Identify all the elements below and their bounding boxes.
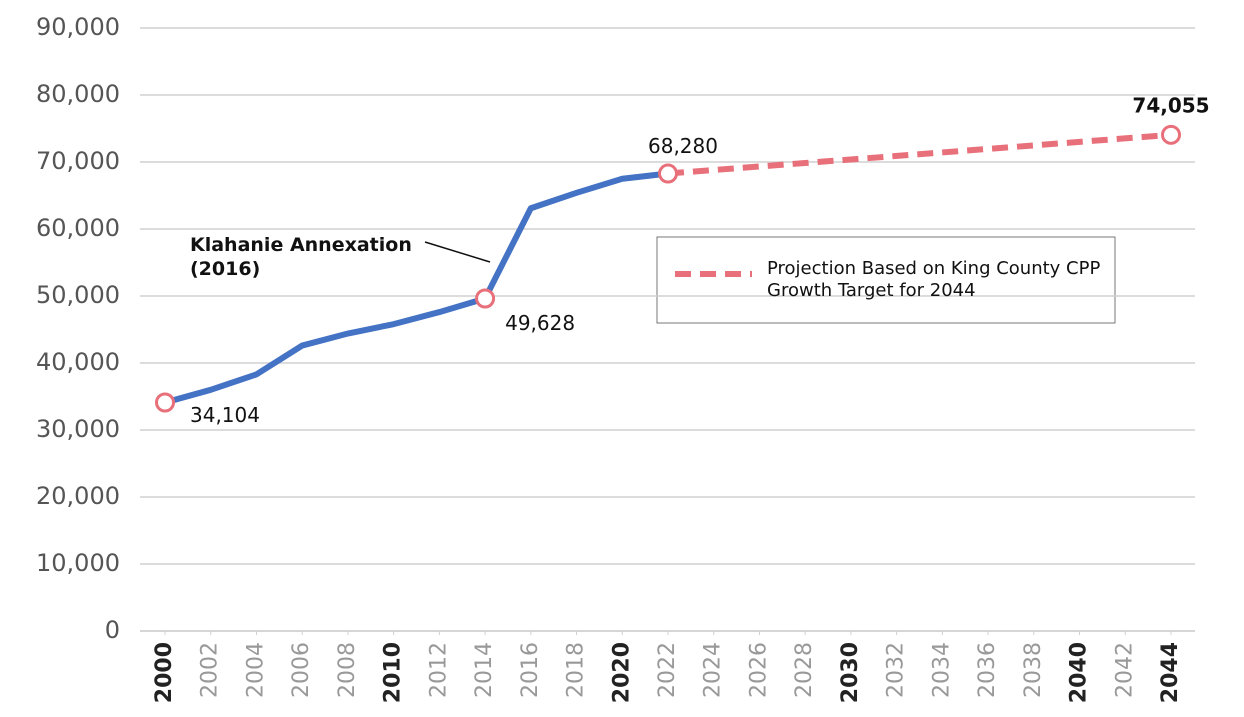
x-tick-label: 2000 — [152, 642, 177, 703]
x-tick-label: 2030 — [838, 642, 863, 703]
data-label: 49,628 — [505, 311, 575, 335]
x-tick-label: 2028 — [792, 642, 817, 698]
data-label: 74,055 — [1132, 93, 1209, 117]
point-marker — [658, 163, 678, 184]
x-tick-label: 2034 — [929, 642, 954, 698]
x-tick-label: 2040 — [1067, 642, 1092, 703]
x-tick-label: 2038 — [1021, 642, 1046, 698]
x-tick-label: 2024 — [701, 642, 726, 698]
annotation: Klahanie Annexation (2016) — [190, 234, 412, 280]
x-tick-label: 2002 — [198, 642, 223, 698]
line-series — [164, 170, 669, 406]
y-tick-label: 50,000 — [36, 281, 120, 309]
x-tick-label: 2004 — [243, 642, 268, 698]
x-tick-label: 2006 — [289, 642, 314, 698]
y-tick-label: 90,000 — [36, 13, 120, 41]
x-tick-label: 2008 — [335, 642, 360, 698]
annotation-leader — [424, 241, 491, 263]
x-tick-label: 2012 — [426, 642, 451, 698]
y-tick-label: 30,000 — [36, 415, 120, 443]
legend-label: Projection Based on King County CPP Grow… — [767, 258, 1101, 301]
x-tick-label: 2020 — [609, 642, 634, 703]
y-tick-label: 40,000 — [36, 348, 120, 376]
data-label: 34,104 — [190, 403, 260, 427]
x-tick-label: 2022 — [655, 642, 680, 698]
y-tick-label: 70,000 — [36, 147, 120, 175]
point-marker — [155, 392, 175, 413]
x-tick-label: 2014 — [472, 642, 497, 698]
x-tick-label: 2018 — [564, 642, 589, 698]
y-tick-label: 20,000 — [36, 482, 120, 510]
data-label: 68,280 — [648, 134, 718, 158]
x-tick-label: 2026 — [746, 642, 771, 698]
x-tick-label: 2042 — [1112, 642, 1137, 698]
point-marker — [475, 288, 496, 309]
line-series — [667, 131, 1172, 177]
x-tick-label: 2044 — [1158, 642, 1183, 703]
point-marker — [1161, 124, 1181, 145]
x-tick-label: 2010 — [381, 642, 406, 703]
y-tick-label: 80,000 — [36, 80, 120, 108]
x-tick-label: 2036 — [975, 642, 1000, 698]
y-tick-label: 0 — [105, 616, 120, 644]
y-tick-label: 10,000 — [36, 549, 120, 577]
x-tick-label: 2016 — [518, 642, 543, 698]
x-tick-label: 2032 — [884, 642, 909, 698]
y-tick-label: 60,000 — [36, 214, 120, 242]
legend-box — [656, 236, 1116, 324]
